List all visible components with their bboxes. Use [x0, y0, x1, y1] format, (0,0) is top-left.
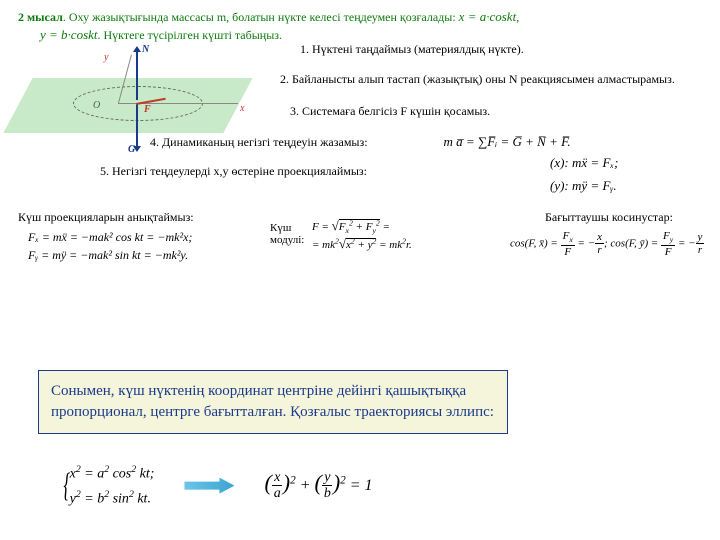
cosines-title: Бағыттаушы косинустар: [545, 210, 673, 225]
conclusion-text: Сонымен, күш нүктенің координат центріне… [51, 383, 494, 420]
parametric-system: { x2 = a2 cos2 kt; y2 = b2 sin2 kt. [60, 464, 154, 507]
proj-eq-1: Fₓ = mẍ = −mak² cos kt = −mk²x; [28, 230, 192, 245]
step-5-eq-y: (y): mÿ = Fᵧ. [550, 178, 617, 194]
modulus-label: Күш модулі: [270, 222, 310, 246]
cosines-equation: cos(F, x̄) = FxF = −xr; cos(F, ȳ) = FyF … [510, 230, 704, 258]
step-5-text: 5. Негізгі теңдеулерді x,y өстеріне прое… [100, 164, 367, 179]
label-g: G [128, 144, 135, 155]
label-y: y [104, 52, 108, 63]
g-vector [136, 103, 138, 148]
force-diagram: N G F x y O [18, 48, 258, 148]
step-4-text: 4. Динамиканың негізгі теңдеуін жазамыз: [150, 135, 368, 150]
problem-text-1: . Оху жазықтығында массасы m, болатын нү… [63, 10, 459, 24]
label-n: N [142, 44, 149, 55]
bottom-eq-1a: x2 = a2 cos2 kt; [70, 464, 155, 483]
proj-eq-2: Fᵧ = mÿ = −mak² sin kt = −mk²y. [28, 248, 188, 263]
label-o: O [93, 100, 100, 111]
step-2-text: 2. Байланысты алып тастап (жазықтық) оны… [280, 72, 675, 86]
modulus-equation: F = √Fx2 + Fy2 = = mk2√x2 + y2 = mk2r. [312, 218, 512, 253]
problem-eq-2: y = b·coskt [40, 27, 98, 42]
problem-text-3: . Нүктеге түсірілген күшті табыңыз. [98, 28, 283, 42]
ellipse-equation: (xa)2 + (yb)2 = 1 [264, 470, 372, 502]
conclusion-box: Сонымен, күш нүктенің координат центріне… [38, 370, 508, 434]
label-x: x [240, 103, 244, 114]
bottom-eq-1b: y2 = b2 sin2 kt. [70, 489, 155, 508]
bottom-equations: { x2 = a2 cos2 kt; y2 = b2 sin2 kt. (xa)… [60, 464, 373, 507]
step-4-row: 4. Динамиканың негізгі теңдеуін жазамыз:… [150, 134, 710, 150]
step-3-text: 3. Системаға белгісіз F күшін қосамыз. [290, 104, 490, 118]
step-5-row: 5. Негізгі теңдеулерді x,y өстеріне прое… [100, 164, 710, 179]
problem-eq-1: x = a·coskt [459, 9, 517, 24]
step-2: 2. Байланысты алып тастап (жазықтық) оны… [280, 72, 718, 87]
step-5-eq-x: (x): mẍ = Fₓ; [550, 155, 618, 171]
problem-comma: , [516, 10, 519, 24]
step-1: 1. Нүктені таңдаймыз (материялдық нүкте)… [300, 42, 718, 57]
label-f: F [144, 104, 151, 115]
implies-arrow-icon [184, 478, 234, 494]
step-3: 3. Системаға белгісіз F күшін қосамыз. [290, 104, 700, 119]
projections-title: Күш проекцияларын анықтаймыз: [18, 210, 194, 225]
problem-label: 2 мысал [18, 10, 63, 24]
n-vector [136, 50, 138, 100]
step-4-equation: m a̅ = ∑F̅ᵢ = G̅ + N̅ + F̅. [444, 134, 571, 150]
